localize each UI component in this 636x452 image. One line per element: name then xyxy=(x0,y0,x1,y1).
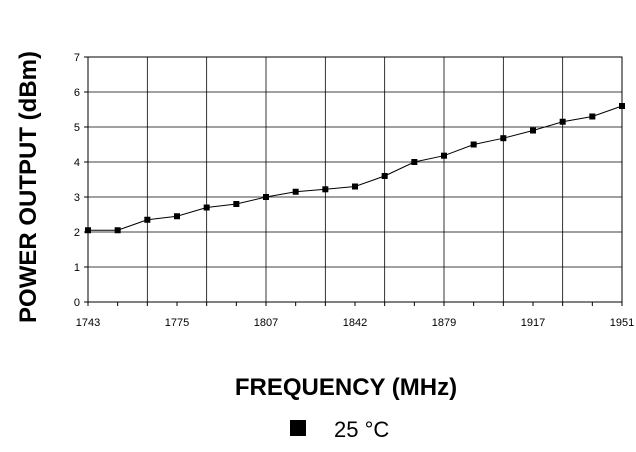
data-point xyxy=(322,186,329,193)
legend: 25 °C xyxy=(290,417,389,442)
data-point xyxy=(500,135,507,142)
series xyxy=(85,103,625,234)
legend-label: 25 °C xyxy=(334,417,389,442)
y-tick-label: 6 xyxy=(74,87,80,99)
x-tick-label: 1807 xyxy=(254,317,278,329)
data-point xyxy=(559,118,566,125)
y-tick-label: 4 xyxy=(74,157,80,169)
data-point xyxy=(263,194,269,200)
y-axis-title: POWER OUTPUT (dBm) xyxy=(15,51,42,323)
data-point xyxy=(470,141,477,148)
x-tick-label: 1917 xyxy=(521,317,545,329)
data-point xyxy=(174,213,180,220)
data-point xyxy=(85,227,91,234)
data-point xyxy=(233,201,240,207)
data-point xyxy=(619,103,625,109)
data-point xyxy=(411,159,418,165)
data-point xyxy=(352,183,358,190)
y-tick-label: 1 xyxy=(74,262,80,274)
data-point xyxy=(292,188,299,195)
data-point xyxy=(114,227,121,234)
x-axis-ticks: 1743 1775 1807 1842 1879 1917 1951 xyxy=(76,302,634,329)
y-tick-label: 0 xyxy=(74,297,80,309)
x-tick-label: 1775 xyxy=(165,317,189,329)
x-tick-label: 1879 xyxy=(432,317,456,329)
y-axis-ticks: 0 1 2 3 4 5 6 7 xyxy=(74,52,88,309)
data-point xyxy=(144,216,151,223)
data-point xyxy=(530,127,536,134)
x-tick-label: 1743 xyxy=(76,317,100,329)
y-tick-label: 3 xyxy=(74,192,80,204)
data-point xyxy=(203,204,210,211)
grid xyxy=(88,56,622,303)
data-point xyxy=(441,152,447,159)
x-tick-label: 1951 xyxy=(610,317,634,329)
x-tick-label: 1842 xyxy=(343,317,367,329)
y-tick-label: 7 xyxy=(74,52,80,64)
legend-marker xyxy=(290,420,306,436)
data-point xyxy=(589,113,596,120)
data-point xyxy=(381,173,388,179)
series-line xyxy=(88,105,623,231)
plot-frame xyxy=(87,56,623,303)
y-tick-label: 5 xyxy=(74,122,80,134)
x-axis-title: FREQUENCY (MHz) xyxy=(235,374,457,401)
y-tick-label: 2 xyxy=(74,227,80,239)
